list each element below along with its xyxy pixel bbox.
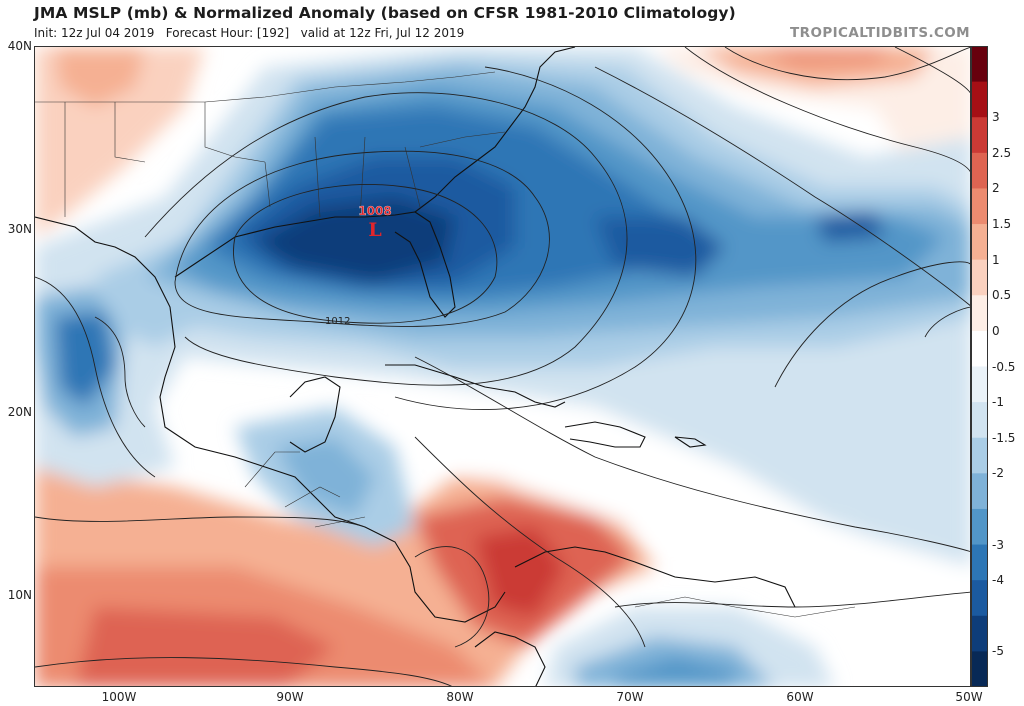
anomaly-map: 1012 1008 L bbox=[34, 46, 971, 687]
colorbar-swatch bbox=[971, 508, 988, 546]
colorbar-swatch bbox=[971, 651, 988, 688]
colorbar-label: 1.5 bbox=[992, 217, 1012, 232]
isobar-label-1012: 1012 bbox=[325, 316, 350, 327]
colorbar-label: 2.5 bbox=[992, 145, 1012, 160]
borders bbox=[35, 71, 856, 618]
colorbar-swatch bbox=[971, 295, 988, 332]
colorbar-label: 3 bbox=[992, 110, 1000, 125]
colorbar-swatch bbox=[971, 473, 988, 510]
colorbar-label: -0.5 bbox=[992, 359, 1016, 374]
colorbar-swatch bbox=[971, 152, 988, 189]
lon-label-80w: 80W bbox=[446, 690, 474, 704]
colorbar-swatch bbox=[971, 259, 988, 296]
colorbar-swatches bbox=[971, 46, 988, 688]
coastlines bbox=[35, 47, 796, 686]
anomaly-colorbar bbox=[971, 46, 988, 688]
colorbar-swatch bbox=[971, 437, 988, 474]
lon-label-60w: 60W bbox=[786, 690, 814, 704]
lon-label-100w: 100W bbox=[101, 690, 137, 704]
colorbar-label: -5 bbox=[992, 644, 1004, 659]
low-pressure-value: 1008 bbox=[358, 204, 391, 218]
lon-label-50w: 50W bbox=[955, 690, 983, 704]
colorbar-label: -1 bbox=[992, 395, 1004, 410]
colorbar-label: 1 bbox=[992, 252, 1000, 267]
lat-label-10n: 10N bbox=[7, 588, 32, 602]
colorbar-swatch bbox=[971, 81, 988, 118]
colorbar-swatch bbox=[971, 402, 988, 439]
colorbar-swatch bbox=[971, 46, 988, 83]
lon-label-90w: 90W bbox=[276, 690, 304, 704]
lat-label-40n: 40N bbox=[7, 39, 32, 53]
site-brand: TROPICALTIDBITS.COM bbox=[790, 25, 970, 41]
isobars bbox=[35, 47, 970, 686]
chart-title: JMA MSLP (mb) & Normalized Anomaly (base… bbox=[34, 4, 736, 22]
colorbar-label: -4 bbox=[992, 573, 1004, 588]
colorbar-label: -2 bbox=[992, 466, 1004, 481]
colorbar-swatch bbox=[971, 330, 988, 367]
lat-label-30n: 30N bbox=[7, 222, 32, 236]
forecast-info: Init: 12z Jul 04 2019 Forecast Hour: [19… bbox=[34, 26, 465, 40]
colorbar-label: 0 bbox=[992, 323, 1000, 338]
colorbar-swatch bbox=[971, 224, 988, 261]
low-pressure-symbol: L bbox=[368, 219, 381, 241]
colorbar-swatch bbox=[971, 580, 988, 617]
colorbar-swatch bbox=[971, 366, 988, 403]
anomaly-shading bbox=[35, 47, 970, 686]
lat-label-20n: 20N bbox=[7, 405, 32, 419]
map-canvas: 1012 1008 L bbox=[35, 47, 970, 686]
colorbar-swatch bbox=[971, 615, 988, 652]
colorbar-label: -1.5 bbox=[992, 430, 1016, 445]
colorbar-swatch bbox=[971, 188, 988, 225]
lon-label-70w: 70W bbox=[616, 690, 644, 704]
colorbar-label: 0.5 bbox=[992, 288, 1012, 303]
colorbar-swatch bbox=[971, 544, 988, 581]
colorbar-label: 2 bbox=[992, 181, 1000, 196]
colorbar-label: -3 bbox=[992, 537, 1004, 552]
colorbar-swatch bbox=[971, 117, 988, 154]
